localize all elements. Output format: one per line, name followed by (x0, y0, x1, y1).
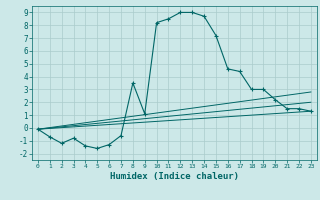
X-axis label: Humidex (Indice chaleur): Humidex (Indice chaleur) (110, 172, 239, 181)
